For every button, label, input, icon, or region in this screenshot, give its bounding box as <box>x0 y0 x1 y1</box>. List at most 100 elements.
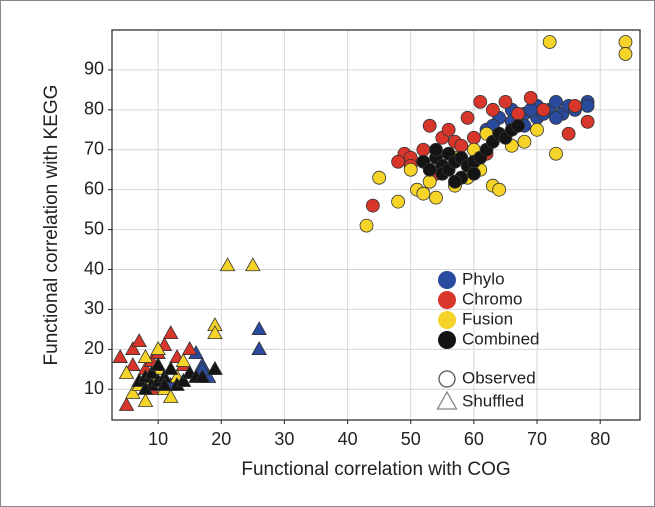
circle-point <box>422 174 437 189</box>
circle-point <box>391 194 406 209</box>
circle-point <box>549 110 563 125</box>
circle-point <box>359 218 374 233</box>
x-axis-label: Functional correlation with COG <box>241 459 510 480</box>
circle-point <box>429 190 443 205</box>
y-tick-label: 30 <box>84 298 104 318</box>
triangle-point <box>162 388 179 403</box>
circle-point <box>416 142 431 157</box>
circle-point <box>422 162 437 177</box>
legend-label: Shuffled <box>462 391 524 410</box>
triangle-point <box>131 333 147 347</box>
triangle-point <box>162 361 179 375</box>
plot-area <box>112 30 640 420</box>
circle-point <box>466 130 481 145</box>
legend-swatch <box>438 331 456 349</box>
circle-point <box>391 154 406 169</box>
triangle-point <box>219 257 236 272</box>
legend-swatch <box>438 271 456 289</box>
legend-label: Phylo <box>462 269 505 288</box>
legend-label: Observed <box>462 368 536 387</box>
triangle-point <box>175 353 192 367</box>
circle-point <box>561 126 576 141</box>
y-tick-label: 60 <box>84 178 104 198</box>
circle-point <box>542 35 557 49</box>
triangle-point <box>125 357 141 371</box>
legend-shape <box>438 370 456 388</box>
circle-point <box>523 102 538 117</box>
x-tick-label: 70 <box>527 429 547 449</box>
legend-label: Fusion <box>462 309 513 328</box>
triangle-point <box>125 341 141 355</box>
y-tick-label: 90 <box>84 59 104 79</box>
triangle-point <box>125 384 141 399</box>
circle-point <box>460 110 475 125</box>
circle-point <box>536 102 551 117</box>
circle-point <box>618 35 633 49</box>
triangle-point <box>181 341 198 355</box>
triangle-point <box>156 376 173 391</box>
x-tick-label: 10 <box>148 429 168 449</box>
circle-point <box>511 118 526 133</box>
triangle-point <box>207 325 223 340</box>
x-tick-label: 30 <box>274 429 294 449</box>
circle-point <box>466 166 481 181</box>
triangle-point <box>150 357 166 371</box>
circle-point <box>523 90 538 105</box>
circle-point <box>448 174 462 189</box>
triangle-point <box>112 349 128 363</box>
triangle-point <box>194 368 211 383</box>
legend-shape <box>436 390 458 410</box>
circle-point <box>422 118 437 133</box>
y-tick-label: 40 <box>84 258 104 278</box>
x-tick-label: 80 <box>590 429 610 449</box>
triangle-point <box>162 325 179 340</box>
circle-point <box>365 198 380 213</box>
circle-point <box>530 122 544 137</box>
triangle-point <box>118 396 135 411</box>
circle-point <box>568 98 582 113</box>
circle-point <box>416 186 431 201</box>
circle-point <box>441 122 456 137</box>
x-tick-label: 40 <box>338 429 358 449</box>
legend-swatch <box>438 311 456 329</box>
circle-point <box>517 134 532 149</box>
x-tick-label: 20 <box>211 429 231 449</box>
circle-point <box>580 114 595 129</box>
triangle-point <box>175 372 192 387</box>
circle-point <box>549 146 563 161</box>
x-tick-label: 50 <box>401 429 421 449</box>
triangle-point <box>251 341 267 355</box>
circle-point <box>454 138 469 153</box>
circle-point <box>429 142 443 157</box>
legend-label: Combined <box>462 329 540 348</box>
triangle-point <box>150 341 166 355</box>
y-tick-label: 50 <box>84 218 104 238</box>
triangle-point <box>245 257 261 272</box>
y-tick-label: 10 <box>84 378 104 398</box>
circle-point <box>372 170 387 185</box>
circle-point <box>492 182 507 197</box>
triangle-point <box>137 380 154 395</box>
triangle-point <box>144 365 160 379</box>
plot-border <box>111 29 641 421</box>
legend-label: Chromo <box>462 289 522 308</box>
circle-point <box>498 94 513 109</box>
x-tick-label: 60 <box>464 429 484 449</box>
y-tick-label: 80 <box>84 99 104 119</box>
legend-swatch <box>438 291 456 309</box>
circle-point <box>618 47 633 61</box>
triangle-point <box>137 349 154 363</box>
triangle-point <box>137 392 154 407</box>
y-tick-label: 20 <box>84 338 104 358</box>
circle-point <box>549 94 563 109</box>
y-tick-label: 70 <box>84 139 104 159</box>
circle-point <box>511 106 526 121</box>
triangle-point <box>251 321 267 336</box>
marks <box>112 35 633 411</box>
circle-point <box>473 94 488 109</box>
y-axis-label: Functional correlation with KEGG <box>41 85 62 366</box>
circle-point <box>485 102 500 117</box>
circle-point <box>580 98 595 113</box>
